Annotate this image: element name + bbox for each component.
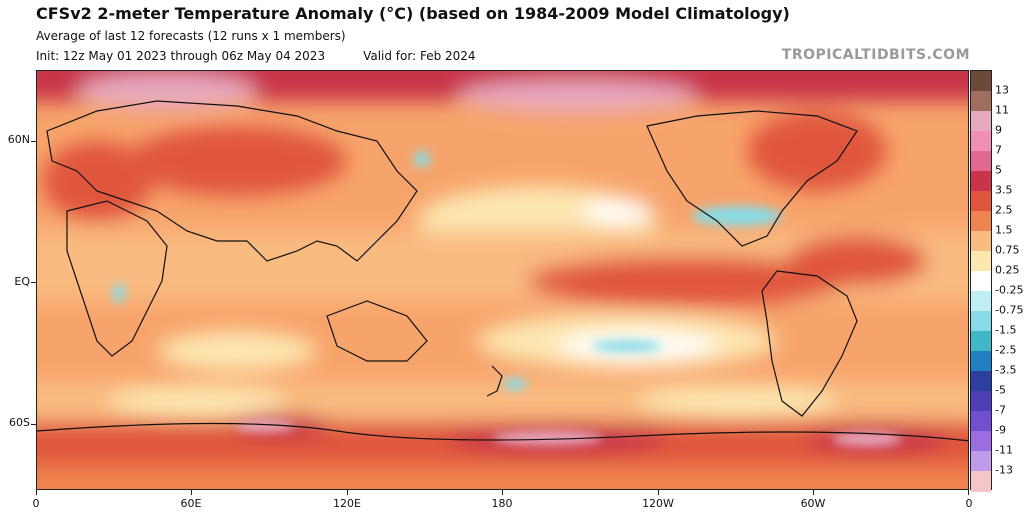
lat-tick-60n — [31, 141, 36, 142]
colorbar-label: 11 — [995, 103, 1009, 117]
colorbar-segment — [971, 371, 991, 392]
colorbar-label: -9 — [995, 423, 1006, 437]
lon-label-180: 180 — [491, 497, 513, 510]
lon-tick — [658, 490, 659, 495]
lon-label-60w: 60W — [800, 497, 826, 510]
coastlines — [37, 100, 968, 442]
colorbar-label: -13 — [995, 463, 1013, 477]
lon-tick — [36, 490, 37, 495]
colorbar-segment — [971, 331, 991, 352]
colorbar-segment — [971, 91, 991, 112]
lon-tick — [813, 490, 814, 495]
colorbar-segment — [971, 311, 991, 332]
colorbar-segment — [971, 291, 991, 312]
colorbar-segment — [971, 451, 991, 472]
colorbar-label: -5 — [995, 383, 1006, 397]
lon-label-120e: 120E — [333, 497, 361, 510]
colorbar-label: -3.5 — [995, 363, 1017, 377]
colorbar-segment — [971, 71, 991, 92]
anomaly-map — [36, 70, 969, 490]
brand-watermark: TROPICALTIDBITS.COM — [781, 47, 970, 63]
colorbar-segment — [971, 251, 991, 272]
colorbar-label: 2.5 — [995, 203, 1013, 217]
colorbar-label: 3.5 — [995, 183, 1013, 197]
colorbar-label: 9 — [995, 123, 1002, 137]
colorbar — [970, 70, 992, 492]
colorbar-segment — [971, 111, 991, 132]
colorbar-segment — [971, 211, 991, 232]
lon-label-0-west: 0 — [32, 497, 40, 510]
colorbar-segment — [971, 351, 991, 372]
colorbar-segment — [971, 411, 991, 432]
colorbar-label: -0.25 — [995, 283, 1024, 297]
init-text: Init: 12z May 01 2023 through 06z May 04… — [36, 49, 326, 63]
colorbar-label: -7 — [995, 403, 1006, 417]
colorbar-segment — [971, 131, 991, 152]
colorbar-segment — [971, 231, 991, 252]
colorbar-label: 1.5 — [995, 223, 1013, 237]
colorbar-segment — [971, 171, 991, 192]
colorbar-segment — [971, 431, 991, 452]
lat-label-60s: 60S — [9, 416, 30, 429]
colorbar-label: 7 — [995, 143, 1002, 157]
chart-title: CFSv2 2-meter Temperature Anomaly (°C) (… — [36, 4, 790, 23]
colorbar-label: 5 — [995, 163, 1002, 177]
lon-label-120w: 120W — [642, 497, 674, 510]
colorbar-label: -11 — [995, 443, 1013, 457]
lon-tick — [502, 490, 503, 495]
colorbar-label: -2.5 — [995, 343, 1017, 357]
lon-tick — [191, 490, 192, 495]
lon-label-0-east: 0 — [965, 497, 973, 510]
colorbar-label: 13 — [995, 83, 1009, 97]
anomaly-field — [37, 71, 968, 489]
lat-tick-60s — [31, 424, 36, 425]
colorbar-segment — [971, 471, 991, 492]
colorbar-label: -0.75 — [995, 303, 1024, 317]
init-valid-line: Init: 12z May 01 2023 through 06z May 04… — [36, 49, 476, 63]
valid-text: Valid for: Feb 2024 — [363, 49, 476, 63]
colorbar-segment — [971, 391, 991, 412]
colorbar-label: -1.5 — [995, 323, 1017, 337]
colorbar-segment — [971, 151, 991, 172]
lon-tick — [347, 490, 348, 495]
colorbar-label: 0.25 — [995, 263, 1020, 277]
colorbar-segment — [971, 271, 991, 292]
lat-tick-eq — [31, 282, 36, 283]
colorbar-segment — [971, 191, 991, 212]
subtitle: Average of last 12 forecasts (12 runs x … — [36, 29, 346, 43]
colorbar-label: 0.75 — [995, 243, 1020, 257]
lat-label-eq: EQ — [14, 275, 30, 288]
lon-label-60e: 60E — [180, 497, 202, 510]
lon-tick — [968, 490, 969, 495]
lat-label-60n: 60N — [7, 133, 30, 146]
